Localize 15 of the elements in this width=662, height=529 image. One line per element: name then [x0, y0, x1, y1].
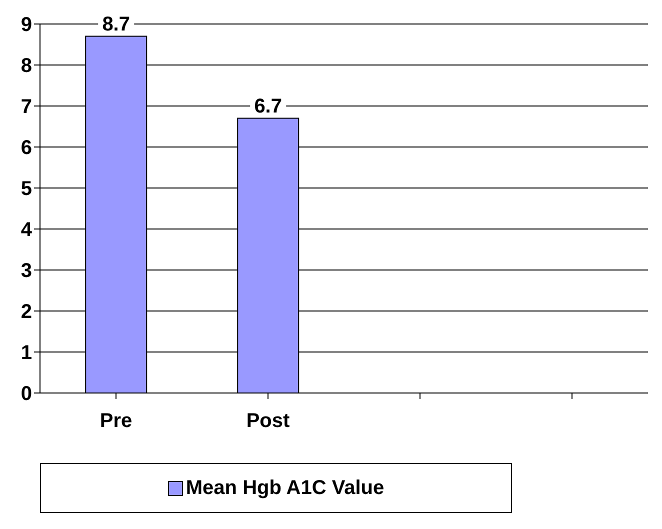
x-tick-label: Post	[246, 410, 290, 432]
y-tick-label: 5	[20, 178, 32, 200]
legend-label: Mean Hgb A1C Value	[186, 476, 384, 500]
y-tick-label: 0	[20, 383, 32, 406]
data-label: 8.7	[102, 13, 130, 36]
y-tick-label: 2	[20, 301, 32, 324]
x-tick-label: Pre	[100, 410, 132, 432]
y-tick-label: 1	[20, 342, 32, 364]
y-tick-label: 9	[20, 14, 32, 36]
y-tick-label: 3	[20, 260, 32, 282]
y-tick-label: 8	[20, 55, 32, 78]
y-tick-label: 7	[20, 96, 32, 118]
y-tick-label: 6	[20, 137, 32, 160]
y-tick-label: 4	[20, 219, 33, 242]
data-label: 6.7	[254, 95, 282, 118]
